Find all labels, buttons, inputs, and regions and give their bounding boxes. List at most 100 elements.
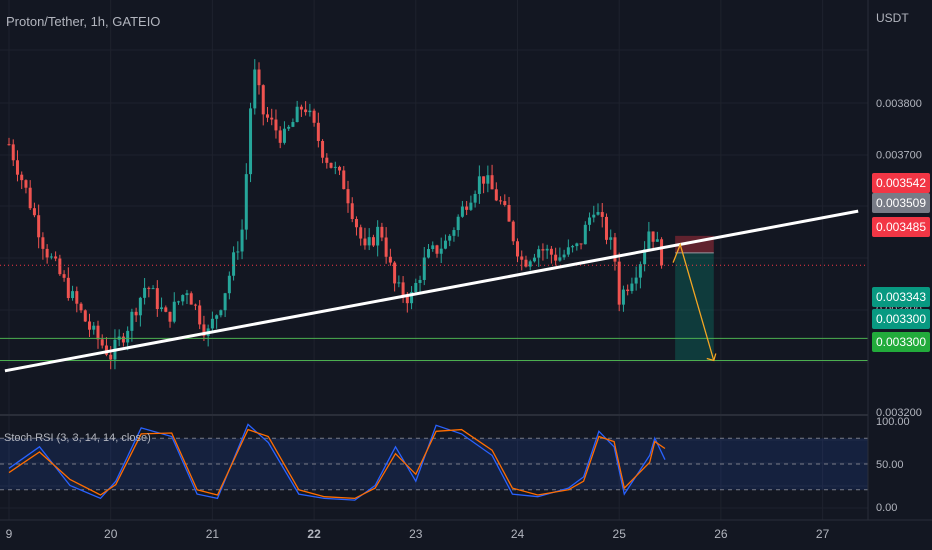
candle-body [621,289,625,305]
candle-body [634,277,638,284]
candle-body [435,245,439,254]
candle-body [278,130,282,143]
candle-body [528,261,532,267]
candle-body [393,262,397,284]
candle-body [418,279,422,283]
candle-body [431,245,435,250]
projection-arrowhead [706,353,717,362]
candle-body [329,162,333,168]
candle-body [126,330,130,343]
time-tick-label: 24 [511,527,525,541]
candle-body [596,212,600,215]
candle-body [164,307,168,312]
candle-body [482,176,486,184]
candle-body [469,202,473,210]
indicator-label[interactable]: Stoch RSI (3, 3, 14, 14, close) [4,432,151,444]
position-tool[interactable] [675,235,714,361]
candle-body [7,144,11,146]
candle-body [121,336,125,343]
candle-body [579,243,583,245]
projection-arrow[interactable] [672,242,717,362]
candle-body [427,249,431,258]
indicator-tick-label: 50.00 [876,459,904,471]
candle-body [295,106,299,123]
candle-body [410,292,414,304]
candle-body [54,256,58,259]
candle-body [130,311,134,331]
candle-body [83,310,87,322]
time-tick-label: 23 [409,527,423,541]
candle-body [651,231,655,242]
candle-body [151,288,155,290]
candle-body [92,325,96,330]
candle-body [609,237,613,240]
candle-body [100,339,104,346]
candle-body [308,110,312,113]
candle-body [503,201,507,205]
symbol-header: Proton/Tether, 1h, GATEIO [6,14,161,29]
stoch-d-line [8,428,666,500]
candle-body [549,248,553,255]
candle-body [185,293,189,296]
candle-body [494,189,498,201]
candle-body [490,175,494,190]
candle-body [473,193,477,203]
candle-body [460,206,464,217]
candle-body [312,110,316,123]
candle-body [575,243,579,247]
price-tick-label: 0.003200 [876,407,922,419]
candle-body [134,311,138,316]
stoch-k-line [8,423,666,501]
symbol-exchange: GATEIO [112,14,161,29]
candle-body [198,305,202,325]
candle-body [537,249,541,258]
candle-body [338,166,342,171]
candle-body [147,287,151,289]
price-axis-bg [868,0,932,550]
candle-body [397,282,401,284]
candle-body [443,240,447,249]
candle-body [384,237,388,257]
candle-body [28,187,32,209]
candle-body [588,217,592,225]
indicator-tick-label: 0.00 [876,502,897,514]
candle-body [367,237,371,246]
candle-body [511,221,515,242]
candle-body [71,291,75,299]
candle-body [388,256,392,263]
time-tick-label: 25 [613,527,627,541]
candle-body [456,216,460,231]
candle-body [583,224,587,245]
symbol-interval: 1h [90,14,106,29]
candle-body [342,170,346,190]
candle-body [62,274,66,278]
candle-body [376,226,380,246]
candle-body [257,69,261,86]
candle-body [79,303,83,311]
candle-body [270,117,274,120]
time-tick-label: 26 [714,527,728,541]
trendline[interactable] [4,209,859,373]
candle-body [380,226,384,238]
candle-body [177,301,180,303]
time-axis[interactable]: 9 20 21 22 23 24 25 26 27 [0,519,932,550]
candle-body [75,291,79,304]
price-tick-label: 0.003700 [876,150,922,162]
candle-body [232,252,236,276]
candle-body [617,261,621,305]
candle-body [333,166,337,168]
candle-body [253,69,257,109]
horizontal-lines[interactable] [0,264,868,361]
candle-body [172,301,176,322]
candle-body [545,248,549,251]
price-label-support-2: 0.003300 [872,332,930,352]
price-axis[interactable]: 0.0038000.0037000.0036000.0034000.003200… [867,0,932,550]
candle-body [265,114,269,118]
candle-body [325,157,329,163]
candle-body [37,215,41,238]
candle-body [516,241,519,257]
candle-body [58,258,62,275]
candle-body [160,307,164,310]
candle-body [613,237,617,262]
